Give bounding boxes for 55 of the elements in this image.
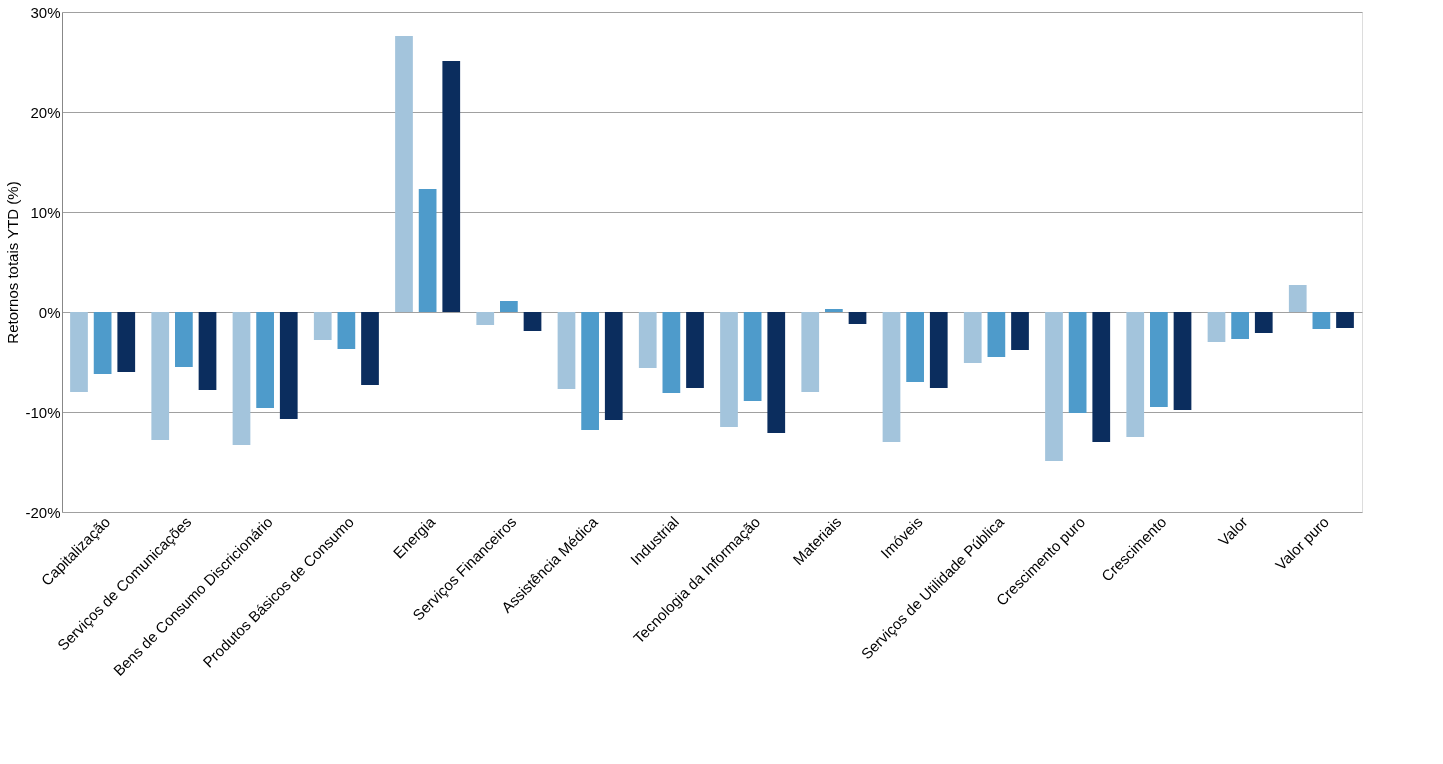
bar	[581, 312, 599, 430]
bar	[882, 312, 901, 442]
bar	[662, 312, 681, 393]
bar	[825, 309, 843, 312]
bar	[1312, 312, 1331, 329]
bar	[198, 312, 217, 390]
y-tick-label: 0%	[38, 303, 61, 321]
bar	[256, 312, 274, 408]
bar	[1126, 312, 1145, 437]
bar	[1173, 312, 1192, 410]
bar	[743, 312, 762, 401]
bar	[175, 312, 193, 367]
bar	[117, 312, 136, 372]
bar	[1336, 312, 1354, 328]
y-tick-label: 20%	[30, 103, 61, 121]
y-tick-label: 10%	[30, 203, 61, 221]
bar	[906, 312, 924, 382]
bar	[523, 312, 542, 331]
bar	[1092, 312, 1111, 442]
bar	[987, 312, 1006, 357]
bar	[720, 312, 738, 427]
bar	[686, 312, 704, 388]
bar	[848, 312, 867, 324]
bar	[1150, 312, 1168, 407]
y-tick-label: 30%	[30, 3, 61, 21]
bar	[604, 312, 623, 420]
bar	[337, 312, 356, 349]
bar	[767, 312, 786, 433]
bar	[361, 312, 379, 385]
bar	[418, 189, 437, 312]
bar	[1068, 312, 1087, 413]
y-tick-label: -10%	[25, 403, 61, 421]
bar	[476, 312, 495, 325]
bar	[279, 312, 298, 419]
bar	[557, 312, 576, 389]
bar	[1045, 312, 1063, 461]
bar	[232, 312, 251, 445]
bar	[93, 312, 112, 374]
bar	[313, 312, 332, 340]
bar	[70, 312, 88, 392]
bar	[1231, 312, 1249, 339]
bar	[442, 61, 461, 312]
bar	[963, 312, 982, 363]
bar	[638, 312, 657, 368]
bar	[929, 312, 948, 388]
y-tick-label: -20%	[25, 503, 61, 521]
bar	[151, 312, 170, 440]
bar	[1254, 312, 1273, 333]
bar	[1288, 285, 1307, 312]
y-axis-title: Retornos totais YTD (%)	[4, 181, 22, 344]
bar	[500, 301, 518, 312]
bar	[1011, 312, 1029, 350]
bar	[1207, 312, 1226, 342]
bar	[395, 36, 413, 312]
bar	[801, 312, 820, 392]
